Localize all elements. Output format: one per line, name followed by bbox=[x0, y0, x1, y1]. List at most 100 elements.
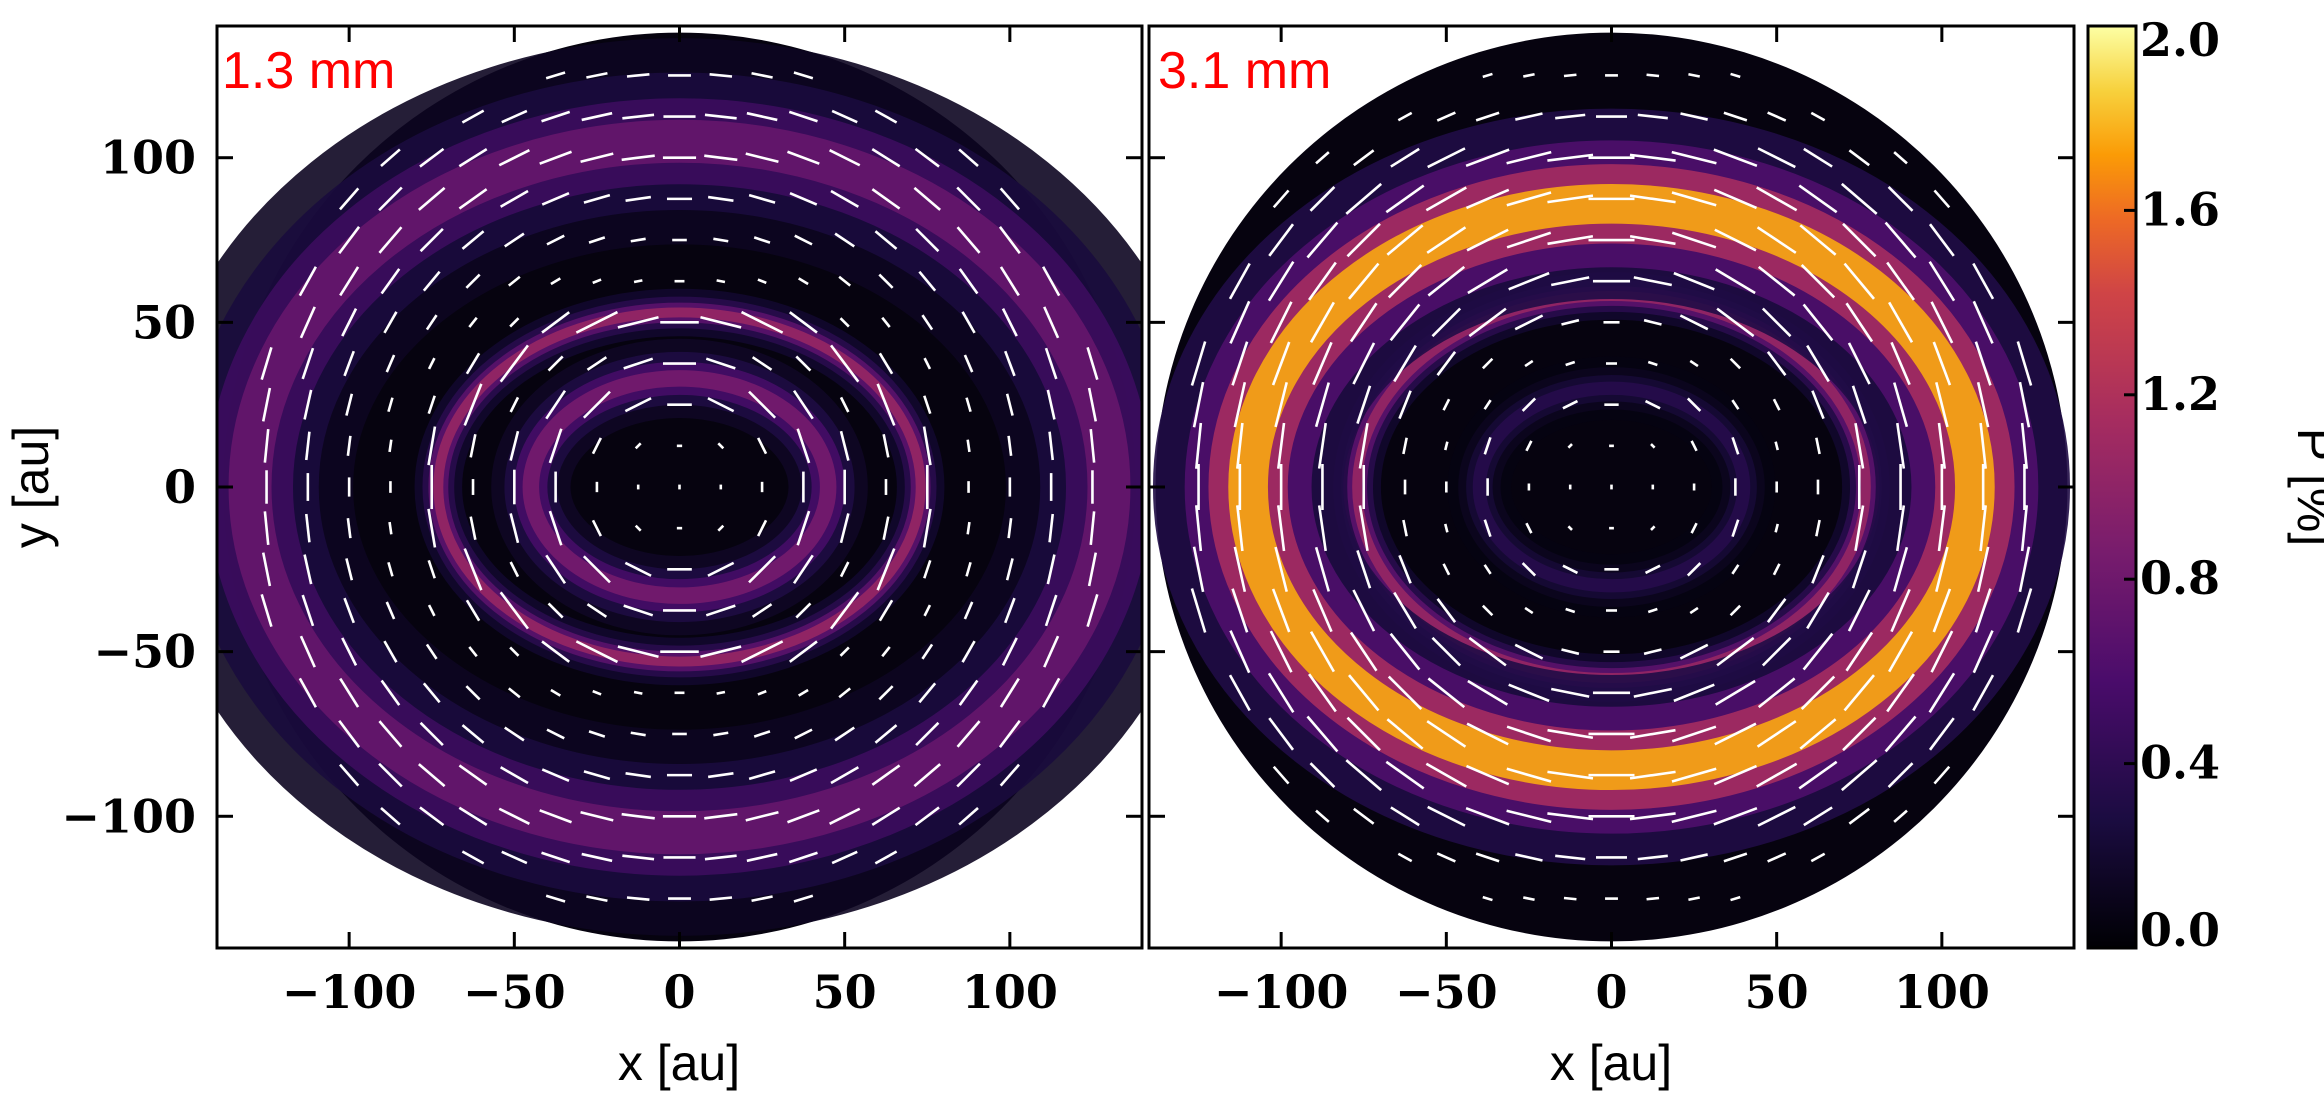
polarization-vector bbox=[419, 227, 444, 253]
polarization-vector bbox=[546, 234, 565, 246]
polarization-vector bbox=[1442, 398, 1451, 411]
polarization-vector bbox=[1976, 546, 1990, 593]
polarization-vector bbox=[1506, 809, 1552, 824]
polarization-vector bbox=[1442, 563, 1451, 576]
polarization-vector bbox=[1483, 564, 1492, 575]
polarization-vector bbox=[1482, 72, 1493, 79]
polarization-vector bbox=[1716, 636, 1755, 667]
polarization-vector bbox=[958, 679, 979, 706]
polarization-vector bbox=[918, 270, 937, 292]
polarization-vector bbox=[1847, 342, 1871, 385]
polarization-vector bbox=[1811, 390, 1825, 420]
polarization-vector bbox=[1547, 812, 1594, 821]
polarization-vector bbox=[746, 111, 778, 122]
polarization-vector bbox=[1431, 307, 1462, 338]
polarization-vector bbox=[1427, 265, 1466, 297]
polarization-vector bbox=[1671, 150, 1717, 165]
polarization-vector bbox=[1547, 728, 1594, 740]
polarization-vector bbox=[1843, 674, 1875, 712]
polarization-vector bbox=[834, 726, 855, 742]
polarization-vector bbox=[1713, 764, 1758, 786]
polarization-vector bbox=[623, 604, 654, 617]
polarization-vector bbox=[1483, 436, 1492, 455]
polarization-vector bbox=[1048, 431, 1055, 461]
polarization-vector bbox=[541, 191, 570, 206]
y-tick-label: 50 bbox=[132, 295, 196, 349]
polarization-vector bbox=[1436, 852, 1456, 863]
polarization-vector bbox=[1756, 762, 1798, 788]
polarization-vector bbox=[1353, 807, 1375, 825]
polarization-vector bbox=[1348, 262, 1380, 300]
x-tick-label: 0 bbox=[663, 965, 695, 1019]
polarization-vector bbox=[1475, 852, 1500, 863]
polarization-vector bbox=[1979, 422, 1987, 469]
polarization-map-3-1mm bbox=[1152, 32, 2071, 942]
polarization-vector bbox=[385, 354, 396, 373]
polarization-vector bbox=[713, 731, 729, 737]
polarization-vector bbox=[1884, 715, 1917, 753]
polarization-vector bbox=[751, 895, 773, 902]
polarization-vector bbox=[1928, 223, 1955, 257]
polarization-vector bbox=[548, 428, 563, 464]
polarization-vector bbox=[1346, 222, 1381, 258]
polarization-vector bbox=[1087, 552, 1098, 587]
polarization-vector bbox=[1521, 397, 1537, 412]
polarization-vector bbox=[1005, 558, 1014, 581]
polarization-vector bbox=[2020, 505, 2029, 552]
polarization-vector bbox=[1646, 896, 1660, 901]
polarization-vector bbox=[1346, 716, 1381, 752]
polarization-vector bbox=[378, 720, 403, 748]
polarization-vector bbox=[1352, 342, 1376, 385]
polarization-vector bbox=[427, 559, 436, 579]
polarization-vector bbox=[704, 154, 738, 162]
polarization-vector bbox=[1465, 764, 1510, 786]
polarization-vector bbox=[1427, 805, 1466, 827]
polarization-vector bbox=[458, 188, 488, 210]
axis-ticks-3-1mm: −100 −50 0 50 100 bbox=[1149, 26, 2074, 1019]
polarization-vector bbox=[504, 232, 525, 248]
y-tick-label: −50 bbox=[93, 625, 196, 679]
polarization-vector bbox=[1688, 896, 1701, 902]
polarization-vector bbox=[1190, 588, 1207, 633]
polarization-vector bbox=[1567, 443, 1573, 449]
polarization-vector bbox=[1565, 360, 1576, 367]
polarization-vector bbox=[339, 677, 360, 708]
polarization-vector bbox=[260, 593, 273, 628]
polarization-vector bbox=[999, 677, 1020, 708]
polarization-vector bbox=[1356, 550, 1372, 589]
polarization-vector bbox=[705, 604, 736, 617]
polarization-vector bbox=[1086, 346, 1099, 381]
polarization-vector bbox=[545, 894, 566, 903]
polarization-vector bbox=[1194, 505, 1203, 552]
polarization-vector bbox=[1481, 357, 1494, 370]
polarization-vector bbox=[1928, 717, 1955, 751]
polarization-vector bbox=[882, 434, 890, 458]
polarization-vector bbox=[748, 390, 777, 419]
polarization-vector bbox=[1803, 806, 1833, 827]
polarization-vector bbox=[914, 806, 940, 827]
polarization-vector bbox=[1802, 303, 1834, 342]
polarization-vector bbox=[1506, 231, 1552, 249]
polarization-vector bbox=[541, 768, 570, 783]
polarization-vector bbox=[1436, 111, 1456, 122]
polarization-vector bbox=[634, 442, 642, 450]
polarization-vector bbox=[592, 278, 602, 285]
polarization-vector bbox=[1886, 261, 1915, 301]
colorbar-tick-label: 1.2 bbox=[2140, 367, 2220, 421]
polarization-vector bbox=[633, 279, 643, 284]
polarization-vector bbox=[1444, 441, 1449, 451]
polarization-vector bbox=[1713, 188, 1758, 210]
polarization-vector bbox=[961, 311, 976, 334]
polarization-vector bbox=[1887, 762, 1914, 789]
polarization-vector bbox=[1567, 525, 1573, 531]
polarization-vector bbox=[874, 109, 898, 124]
polarization-vector bbox=[1840, 182, 1878, 215]
polarization-vector bbox=[1774, 441, 1779, 451]
colorbar-tick-label: 0.8 bbox=[2140, 551, 2220, 605]
y-tick-label: 100 bbox=[100, 131, 196, 185]
polarization-vector bbox=[1633, 276, 1673, 287]
polarization-vector bbox=[1798, 184, 1838, 214]
polarization-vector bbox=[1756, 186, 1798, 212]
polarization-vector bbox=[630, 237, 646, 243]
polarization-vector bbox=[1277, 422, 1286, 469]
